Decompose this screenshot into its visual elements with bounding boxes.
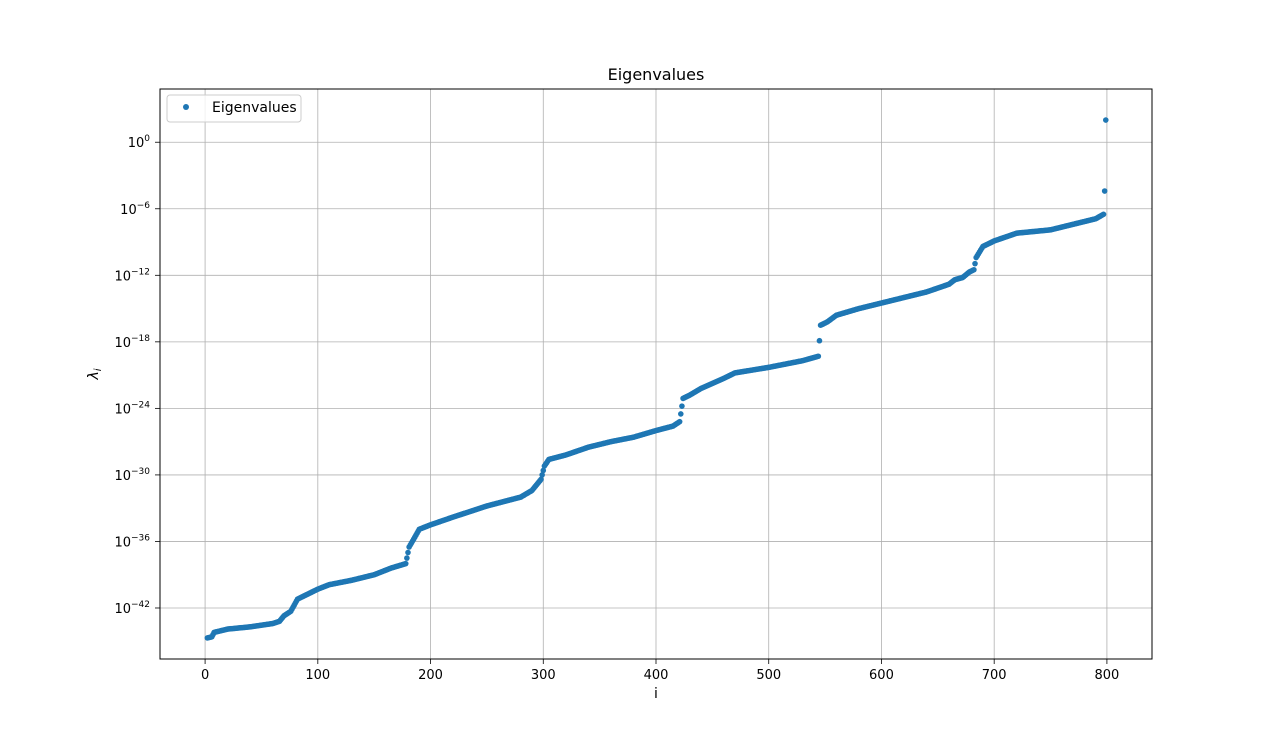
y-tick-label: 10−36 bbox=[114, 533, 150, 550]
grid-lines bbox=[160, 89, 1152, 659]
x-tick-label: 200 bbox=[418, 668, 443, 683]
x-axis-ticks: 0 100 200 300 400 500 600 700 800 bbox=[201, 659, 1119, 683]
data-points bbox=[204, 117, 1109, 641]
data-point bbox=[1102, 117, 1109, 123]
y-tick-label: 10−30 bbox=[114, 467, 150, 484]
y-axis-label: λi bbox=[86, 368, 104, 380]
data-point bbox=[816, 337, 823, 344]
x-tick-label: 100 bbox=[305, 668, 330, 683]
x-tick-label: 500 bbox=[756, 668, 781, 683]
y-axis-label-base: λ bbox=[86, 371, 102, 380]
x-tick-label: 600 bbox=[869, 668, 894, 683]
data-point bbox=[402, 560, 409, 567]
data-point bbox=[676, 418, 683, 425]
y-tick-label: 100 bbox=[128, 134, 151, 151]
legend-marker bbox=[183, 104, 189, 110]
x-tick-label: 0 bbox=[201, 668, 209, 683]
y-axis-ticks: 100 10−6 10−12 10−18 10−24 10−30 10−36 10−42 bbox=[114, 134, 160, 617]
x-tick-label: 700 bbox=[982, 668, 1007, 683]
x-tick-label: 800 bbox=[1094, 668, 1119, 683]
data-point bbox=[678, 411, 684, 417]
data-point bbox=[971, 266, 977, 273]
data-point bbox=[972, 260, 978, 267]
legend-box bbox=[166, 94, 302, 123]
x-axis-label: i bbox=[654, 686, 658, 702]
data-point bbox=[1101, 188, 1108, 194]
data-point bbox=[405, 549, 411, 556]
data-point bbox=[540, 467, 547, 474]
y-tick-label: 10−24 bbox=[114, 400, 150, 417]
y-tick-label: 10−18 bbox=[114, 334, 150, 351]
x-tick-label: 400 bbox=[644, 668, 669, 683]
y-axis-label-subscript: i bbox=[93, 368, 104, 371]
data-point bbox=[1100, 211, 1107, 218]
data-point bbox=[538, 476, 544, 483]
legend-entry-eigenvalues: Eigenvalues bbox=[212, 100, 297, 116]
data-point bbox=[679, 403, 685, 409]
y-tick-label: 10−42 bbox=[114, 600, 150, 617]
x-tick-label: 300 bbox=[531, 668, 556, 683]
chart-title: Eigenvalues bbox=[608, 65, 705, 84]
data-point bbox=[815, 353, 822, 360]
data-point bbox=[404, 555, 410, 561]
legend: Eigenvalues bbox=[166, 94, 302, 123]
y-tick-label: 10−6 bbox=[120, 201, 150, 218]
y-tick-label: 10−12 bbox=[114, 267, 150, 284]
data-point bbox=[539, 472, 545, 478]
